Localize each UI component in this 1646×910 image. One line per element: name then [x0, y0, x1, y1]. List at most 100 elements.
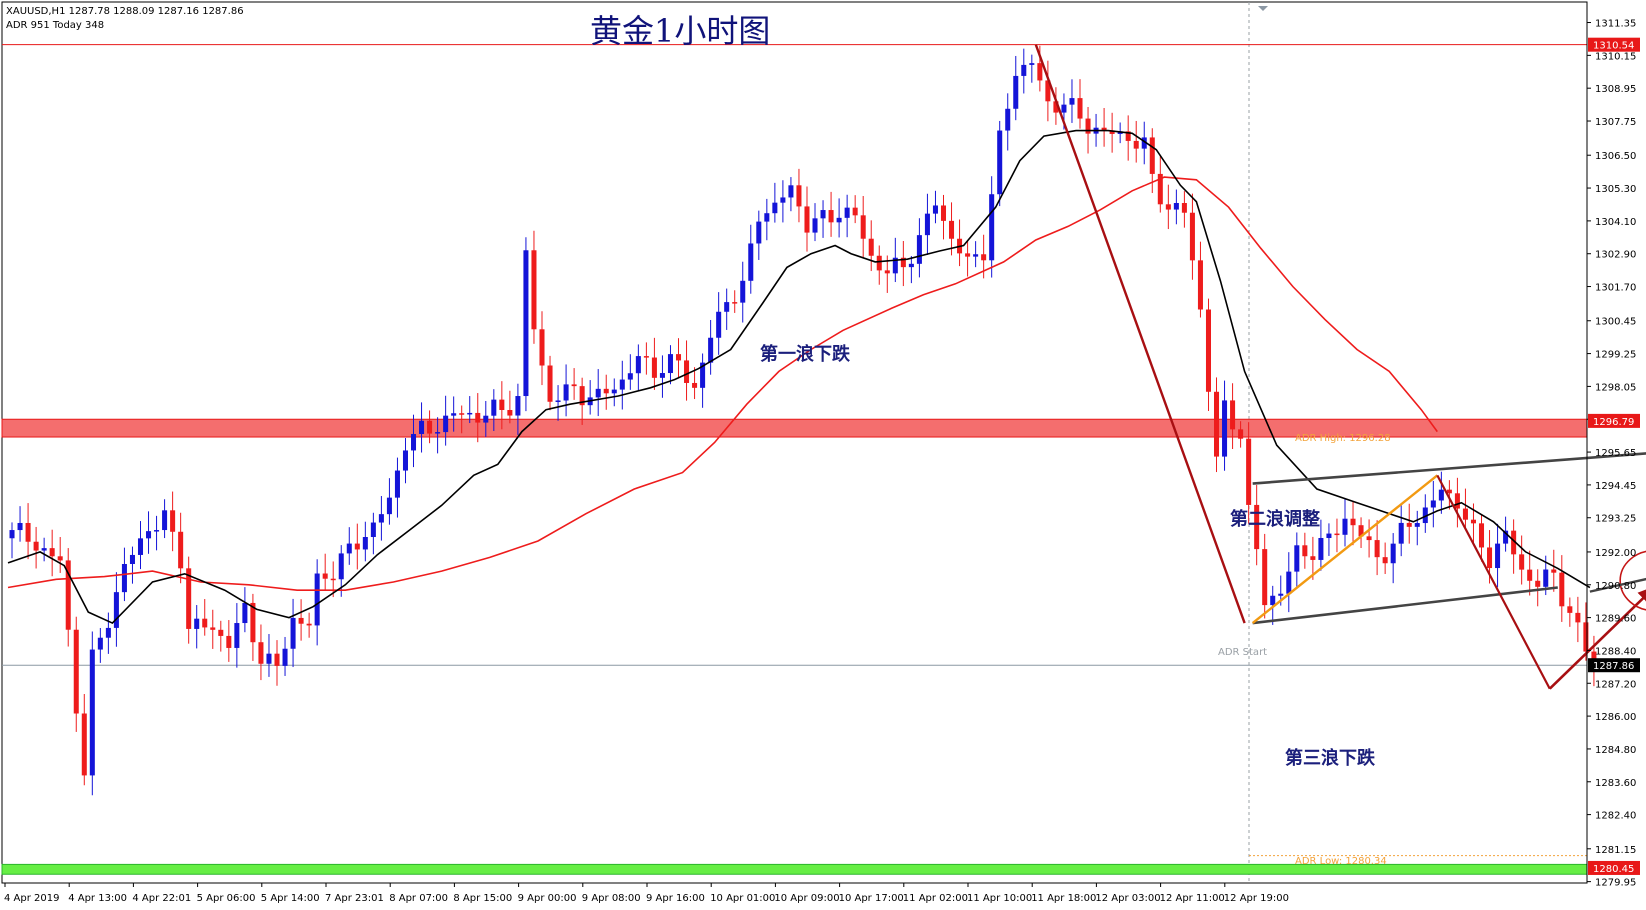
candle-body	[700, 362, 706, 388]
adr-info-line: ADR 951 Today 348	[6, 20, 105, 31]
price-tick-label: 1293.25	[1595, 514, 1636, 525]
candle-body	[1358, 525, 1364, 537]
candle-body	[105, 627, 111, 638]
time-tick-label: 4 Apr 2019	[4, 893, 59, 904]
chart-title: 黄金1小时图	[590, 12, 771, 50]
price-marker-label: 1280.45	[1593, 864, 1634, 875]
candle-body	[362, 537, 368, 550]
candle-body	[965, 253, 971, 257]
price-marker	[1588, 37, 1640, 52]
candle-body	[844, 207, 850, 218]
candle-body	[1495, 543, 1501, 569]
candle-body	[41, 548, 47, 551]
candle-body	[1398, 522, 1404, 544]
price-tick-label: 1301.70	[1595, 283, 1636, 294]
time-tick-label: 10 Apr 09:00	[774, 893, 839, 904]
candle-body	[884, 270, 890, 274]
candle-body	[804, 206, 810, 233]
candle-body	[515, 396, 521, 416]
candle-body	[1181, 203, 1187, 213]
price-tick-label: 1289.60	[1595, 614, 1636, 625]
time-tick-label: 5 Apr 14:00	[261, 893, 320, 904]
candle-body	[274, 653, 280, 666]
candle-body	[346, 543, 352, 554]
candle-body	[1318, 538, 1324, 560]
price-tick-label: 1302.90	[1595, 250, 1636, 261]
candle-body	[1045, 80, 1051, 102]
candle-body	[242, 602, 248, 624]
candle-body	[330, 578, 336, 581]
candle-body	[298, 617, 304, 624]
candle-body	[708, 337, 714, 363]
price-tick-label: 1281.15	[1595, 845, 1636, 856]
time-tick-label: 9 Apr 16:00	[646, 893, 705, 904]
time-tick-label: 4 Apr 22:01	[132, 893, 191, 904]
candle-body	[555, 400, 561, 402]
candle-body	[435, 432, 441, 434]
candle-body	[25, 522, 31, 542]
candle-body	[892, 257, 898, 274]
candle-body	[1446, 489, 1452, 494]
candle-body	[900, 257, 906, 268]
candle-body	[1559, 572, 1565, 607]
candle-body	[1503, 530, 1509, 544]
time-tick-label: 11 Apr 10:00	[967, 893, 1032, 904]
candle-body	[113, 592, 119, 628]
candle-body	[314, 573, 320, 626]
candle-body	[940, 205, 947, 221]
time-tick-label: 10 Apr 01:00	[710, 893, 775, 904]
candle-body	[1334, 533, 1340, 536]
candle-body	[170, 510, 176, 532]
candle-body	[603, 388, 609, 394]
candle-body	[1061, 104, 1067, 113]
candle-body	[523, 250, 529, 397]
price-tick-label: 1287.20	[1595, 679, 1636, 690]
candle-body	[1013, 75, 1019, 109]
candle-body	[692, 382, 698, 388]
time-tick-label: 9 Apr 08:00	[582, 893, 641, 904]
candle-body	[1286, 571, 1292, 594]
candle-body	[210, 627, 216, 630]
candle-body	[475, 412, 481, 423]
time-tick-label: 12 Apr 03:00	[1095, 893, 1160, 904]
candle-body	[1270, 595, 1276, 606]
price-tick-label: 1311.35	[1595, 19, 1636, 30]
adr-high-label: ADR High: 1296.28	[1295, 433, 1391, 444]
candle-body	[202, 618, 208, 628]
candle-body	[282, 648, 288, 666]
candle-body	[1535, 580, 1541, 587]
price-tick-label: 1300.45	[1595, 317, 1636, 328]
candle-body	[1069, 98, 1075, 105]
candle-body	[1077, 98, 1083, 119]
candle-body	[684, 360, 690, 383]
channel-upper-line	[1252, 452, 1646, 485]
candle-body	[89, 649, 95, 776]
candle-body	[1390, 543, 1396, 564]
candle-body	[748, 243, 754, 281]
price-tick-label: 1292.00	[1595, 548, 1636, 559]
candle-body	[740, 280, 746, 303]
projection-up-arrow	[1548, 585, 1646, 690]
candle-body	[322, 573, 328, 579]
candle-body	[1133, 140, 1139, 149]
time-tick-label: 10 Apr 17:00	[839, 893, 904, 904]
time-tick-label: 11 Apr 02:00	[903, 893, 968, 904]
candle-body	[427, 420, 433, 434]
candle-body	[370, 522, 376, 538]
candle-body	[788, 185, 794, 198]
candle-body	[1430, 500, 1436, 508]
candle-body	[1294, 545, 1300, 572]
candle-body	[1085, 118, 1091, 134]
candle-body	[1262, 549, 1268, 606]
candle-body	[997, 130, 1003, 195]
candle-body	[1414, 523, 1420, 527]
candle-body	[579, 386, 585, 406]
wave2-label: 第二浪调整	[1230, 509, 1320, 530]
candle-body	[73, 629, 79, 714]
candle-body	[531, 250, 537, 330]
candle-body	[651, 357, 657, 378]
candle-body	[1511, 530, 1517, 555]
candle-body	[724, 302, 730, 312]
candle-body	[306, 623, 312, 626]
